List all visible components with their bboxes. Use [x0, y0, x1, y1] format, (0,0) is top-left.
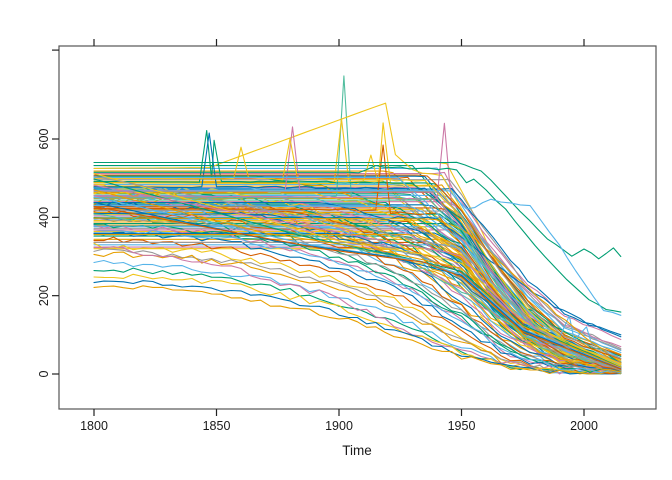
x-axis-tick-label: 1950: [448, 419, 476, 433]
series-line: [93, 178, 622, 368]
series-line: [93, 171, 622, 341]
y-axis-tick-label: 600: [37, 129, 51, 150]
series-line: [93, 246, 622, 375]
series-line: [93, 217, 622, 373]
series-line: [93, 213, 622, 372]
series-line: [93, 280, 622, 375]
series-line: [93, 138, 622, 369]
series-line: [93, 184, 622, 355]
series-line: [93, 175, 622, 371]
series-line: [93, 188, 622, 338]
series-line: [93, 161, 622, 260]
series-line: [93, 189, 622, 369]
plot-box: [58, 45, 657, 410]
series-line: [93, 164, 622, 313]
series-line: [93, 285, 622, 375]
series-line: [93, 234, 622, 373]
x-axis-tick-label: 2000: [570, 419, 598, 433]
series-line: [93, 102, 622, 365]
series-lines-layer: [93, 75, 622, 375]
series-line: [93, 190, 622, 359]
series-line: [93, 217, 622, 363]
x-axis-tick-label: 1900: [325, 419, 353, 433]
y-axis-tick-label: 200: [37, 285, 51, 306]
series-line: [93, 207, 622, 356]
series-line: [93, 229, 622, 374]
y-axis-tick-label: 0: [37, 370, 51, 377]
series-line: [93, 167, 622, 352]
series-line: [93, 198, 622, 369]
series-line: [93, 219, 622, 372]
series-line: [93, 233, 622, 370]
series-line: [93, 189, 622, 316]
axes-frame-layer: 1800 1850 1900 1950 2000 0 200 400 600: [37, 39, 657, 433]
x-axis-tick-label: 1800: [80, 419, 108, 433]
series-line: [93, 229, 622, 371]
y-axis-tick-label: 400: [37, 207, 51, 228]
series-line: [93, 224, 622, 375]
series-line: [93, 194, 622, 354]
series-line: [93, 201, 622, 370]
series-line: [93, 236, 622, 374]
x-axis-title: Time: [342, 443, 372, 458]
series-line: [93, 205, 622, 370]
series-line: [93, 75, 622, 370]
series-line: [93, 196, 622, 370]
series-line: [93, 205, 622, 359]
series-line: [93, 184, 622, 369]
x-axis-tick-label: 1850: [203, 419, 231, 433]
